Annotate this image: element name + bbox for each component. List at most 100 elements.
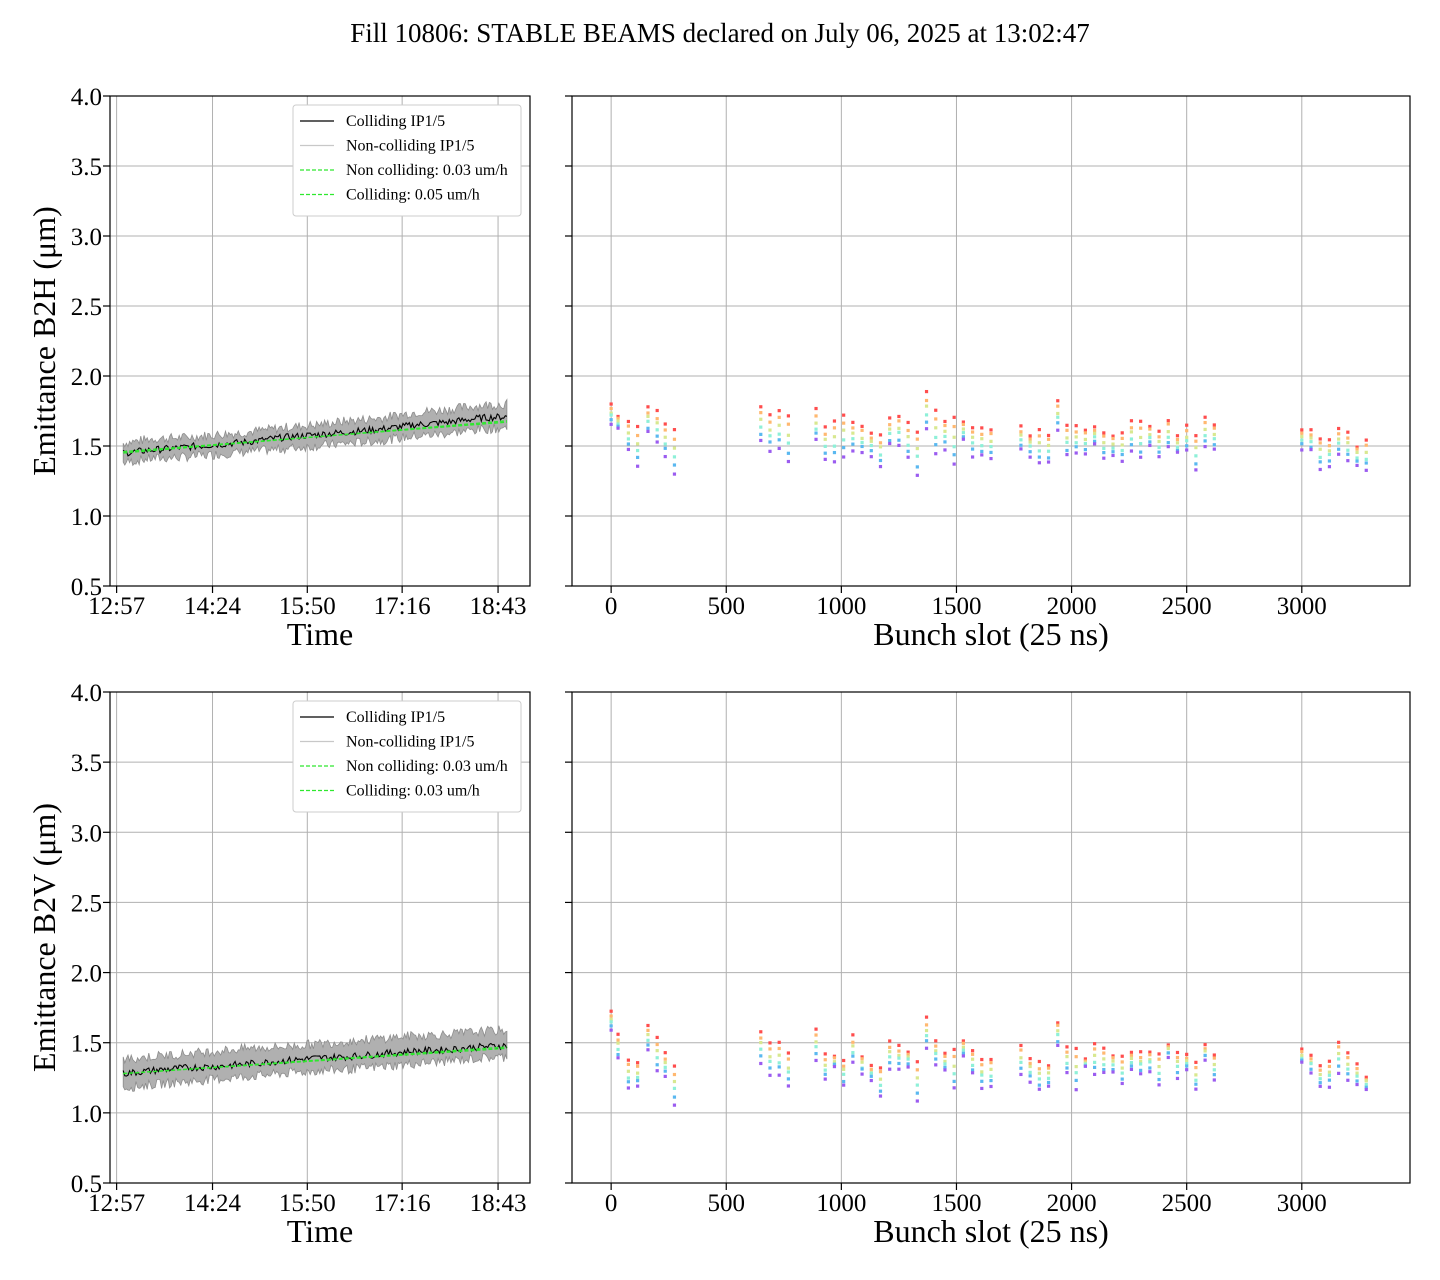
bunch-point	[1092, 1060, 1097, 1064]
bunch-point	[952, 445, 956, 449]
bunch-point	[851, 449, 855, 453]
bunch-point	[915, 1060, 919, 1064]
x-tick-label: 1000	[816, 593, 866, 620]
bunch-point	[1092, 442, 1097, 446]
bunch-point	[1111, 453, 1115, 458]
bunch-point	[1037, 449, 1041, 453]
bunch-point	[1019, 424, 1023, 428]
bunch-point	[814, 437, 818, 441]
legend: Colliding IP1/5 Non-colliding IP1/5 Non co…	[292, 104, 522, 217]
bunch-point	[823, 1052, 827, 1056]
bunch-point	[626, 1080, 631, 1084]
bunch-point	[1111, 1059, 1115, 1063]
bunch-point	[1212, 1068, 1216, 1072]
bunch-point	[655, 1069, 659, 1073]
bunch-point	[636, 424, 640, 429]
bunch-point	[655, 417, 659, 421]
bunch-point	[1364, 438, 1368, 442]
bunch-point	[786, 1057, 791, 1061]
bunch-point	[943, 1062, 947, 1066]
bunch-point	[1092, 435, 1097, 439]
bunch-point	[1166, 430, 1170, 434]
bunch-point	[1166, 445, 1170, 449]
y-tick-label: 0.5	[71, 1171, 102, 1198]
plot-frame	[109, 691, 531, 1184]
bunch-point	[609, 1009, 613, 1013]
bunch-point	[768, 449, 772, 453]
bunch-point	[1346, 452, 1350, 456]
bunch-point	[1194, 462, 1198, 466]
bunch-point	[786, 1077, 791, 1081]
bunch-point	[672, 1103, 677, 1107]
bunch-point	[842, 421, 846, 425]
bunch-point	[636, 464, 640, 468]
bunch-point	[655, 421, 659, 425]
bunch-point	[1185, 1056, 1189, 1060]
legend-label: Non colliding: 0.03 um/h	[346, 162, 508, 179]
bunch-point	[1065, 448, 1069, 453]
bunch-point	[1019, 438, 1023, 442]
bunch-point	[777, 415, 781, 419]
bunch-point	[1203, 439, 1207, 443]
bunch-point	[786, 451, 791, 455]
bunch-point	[906, 1050, 910, 1054]
bunch-point	[1129, 1050, 1134, 1054]
bunch-point	[1157, 1064, 1161, 1069]
bunch-point	[897, 1043, 901, 1047]
bunch-point	[1120, 1077, 1124, 1081]
bunch-point	[961, 437, 965, 441]
x-tick-label: 14:24	[184, 593, 241, 620]
bunch-point	[1019, 1043, 1023, 1048]
bunch-point	[934, 417, 938, 421]
bunch-point	[759, 1047, 763, 1051]
bunch-point	[1019, 1048, 1023, 1052]
bunch-point	[869, 431, 873, 435]
bunch-point	[1028, 455, 1032, 459]
bunch-point	[609, 1017, 613, 1021]
bunch-point	[616, 1038, 620, 1042]
bunch-point	[1111, 1056, 1115, 1060]
bunch-point	[768, 1073, 772, 1077]
bunch-point	[860, 1055, 864, 1059]
bunch-point	[1194, 1082, 1198, 1086]
bunch-point	[1102, 1046, 1106, 1050]
bunch-point	[1129, 426, 1134, 430]
legend-label: Non-colliding IP1/5	[346, 138, 474, 155]
bunch-point	[1185, 448, 1189, 452]
bunch-point	[842, 1072, 846, 1076]
bunch-point	[1346, 1078, 1350, 1082]
x-tick-label: 500	[707, 1190, 745, 1217]
bunch-point	[961, 427, 965, 431]
bunch-point	[1083, 1057, 1087, 1061]
x-tick-label: 18:43	[470, 593, 527, 620]
bunch-point	[1148, 424, 1152, 429]
bunch-point	[1157, 439, 1161, 444]
bunch-point	[952, 1054, 956, 1059]
bunch-point	[878, 453, 883, 457]
bunch-point	[924, 1046, 929, 1050]
bunch-point	[626, 442, 631, 446]
bunch-point	[1300, 438, 1304, 442]
bunch-point	[1102, 441, 1106, 445]
bunch-point	[1309, 433, 1313, 437]
x-axis-label: Bunch slot (25 ns)	[873, 616, 1109, 652]
x-axis-label: Time	[287, 616, 353, 652]
series-colliding-line	[122, 1042, 508, 1077]
bunch-point	[1083, 428, 1087, 432]
bunch-point	[878, 1070, 883, 1074]
bunch-point	[1083, 1064, 1087, 1068]
bunch-point	[1065, 436, 1069, 440]
bunch-point	[1083, 452, 1087, 456]
bunch-point	[1056, 1040, 1060, 1044]
bunch-point	[777, 409, 781, 413]
bunch-point	[1355, 447, 1359, 451]
bunch-point	[832, 435, 837, 439]
bunch-point	[842, 428, 846, 432]
bunch-point	[851, 420, 855, 424]
bunch-point	[1111, 446, 1115, 450]
bunch-point	[1056, 428, 1060, 432]
bunch-point	[1102, 456, 1106, 460]
bunch-point	[1212, 423, 1216, 427]
bunch-point	[1065, 1045, 1069, 1049]
bunch-point	[980, 449, 984, 454]
